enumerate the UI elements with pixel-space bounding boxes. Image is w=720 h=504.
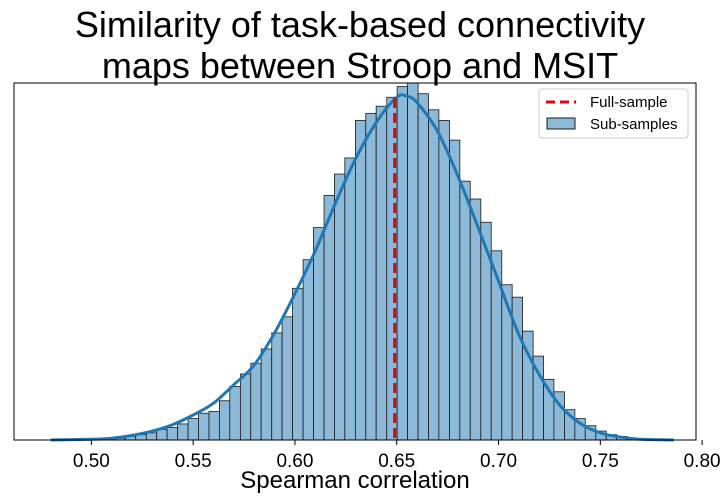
histogram-bar: [281, 316, 293, 441]
histogram-bar: [145, 432, 158, 441]
histogram-bar: [208, 411, 220, 441]
histogram-bar: [187, 418, 199, 441]
kde-layer: [50, 93, 674, 442]
histogram-bar: [469, 198, 482, 441]
x-tick-label: 0.65: [378, 451, 415, 472]
histogram-bar: [250, 362, 262, 441]
x-tick-label: 0.80: [684, 451, 720, 472]
legend-sub-samples-label: Sub-samples: [590, 116, 678, 133]
histogram-bar: [177, 423, 189, 441]
histogram-bar: [355, 120, 367, 441]
histogram-bar: [260, 348, 273, 441]
histogram-bar: [229, 386, 241, 441]
histogram-bars: [114, 82, 638, 441]
histogram-bar: [313, 227, 325, 441]
x-tick-label: 0.55: [175, 451, 212, 472]
histogram-bar: [323, 195, 335, 441]
plot-frame: [13, 82, 697, 441]
histogram-bar: [438, 120, 450, 441]
legend-full-sample-label: Full-sample: [590, 94, 668, 111]
legend-sub-samples-swatch: [546, 117, 576, 130]
x-tick-label: 0.70: [480, 451, 517, 472]
legend: Full-sample Sub-samples: [538, 88, 689, 139]
legend-box: [538, 88, 689, 139]
histogram-bar: [239, 373, 252, 441]
histogram-bar: [198, 412, 210, 441]
x-tick-label: 0.50: [73, 451, 110, 472]
histogram-bar: [219, 400, 231, 441]
histogram-bar: [375, 105, 388, 441]
kde-curve: [50, 93, 674, 442]
histogram-bar: [334, 173, 346, 441]
chart-title: Similarity of task-based connectivity ma…: [0, 4, 720, 86]
histogram-bar: [302, 259, 314, 441]
histogram-bar: [166, 427, 179, 441]
histogram-bar: [459, 180, 471, 441]
x-axis-ticks: 0.50 0.55 0.60 0.65 0.70 0.75 0.80: [73, 440, 720, 472]
histogram-bar: [271, 332, 283, 441]
histogram-bar: [407, 82, 419, 441]
histogram-bar: [344, 157, 356, 441]
x-axis-label: Spearman correlation: [240, 467, 469, 494]
histogram-bar: [365, 112, 377, 441]
histogram-bar: [417, 93, 429, 441]
histogram-bar: [292, 287, 304, 441]
histogram-bar: [396, 86, 408, 441]
chart-title-line-1: Similarity of task-based connectivity: [74, 4, 646, 45]
chart-title-line-2: maps between Stroop and MSIT: [101, 45, 619, 86]
x-tick-label: 0.75: [582, 451, 619, 472]
x-tick-label: 0.60: [276, 451, 313, 472]
histogram-bar: [428, 109, 440, 441]
histogram-bar: [449, 139, 461, 441]
